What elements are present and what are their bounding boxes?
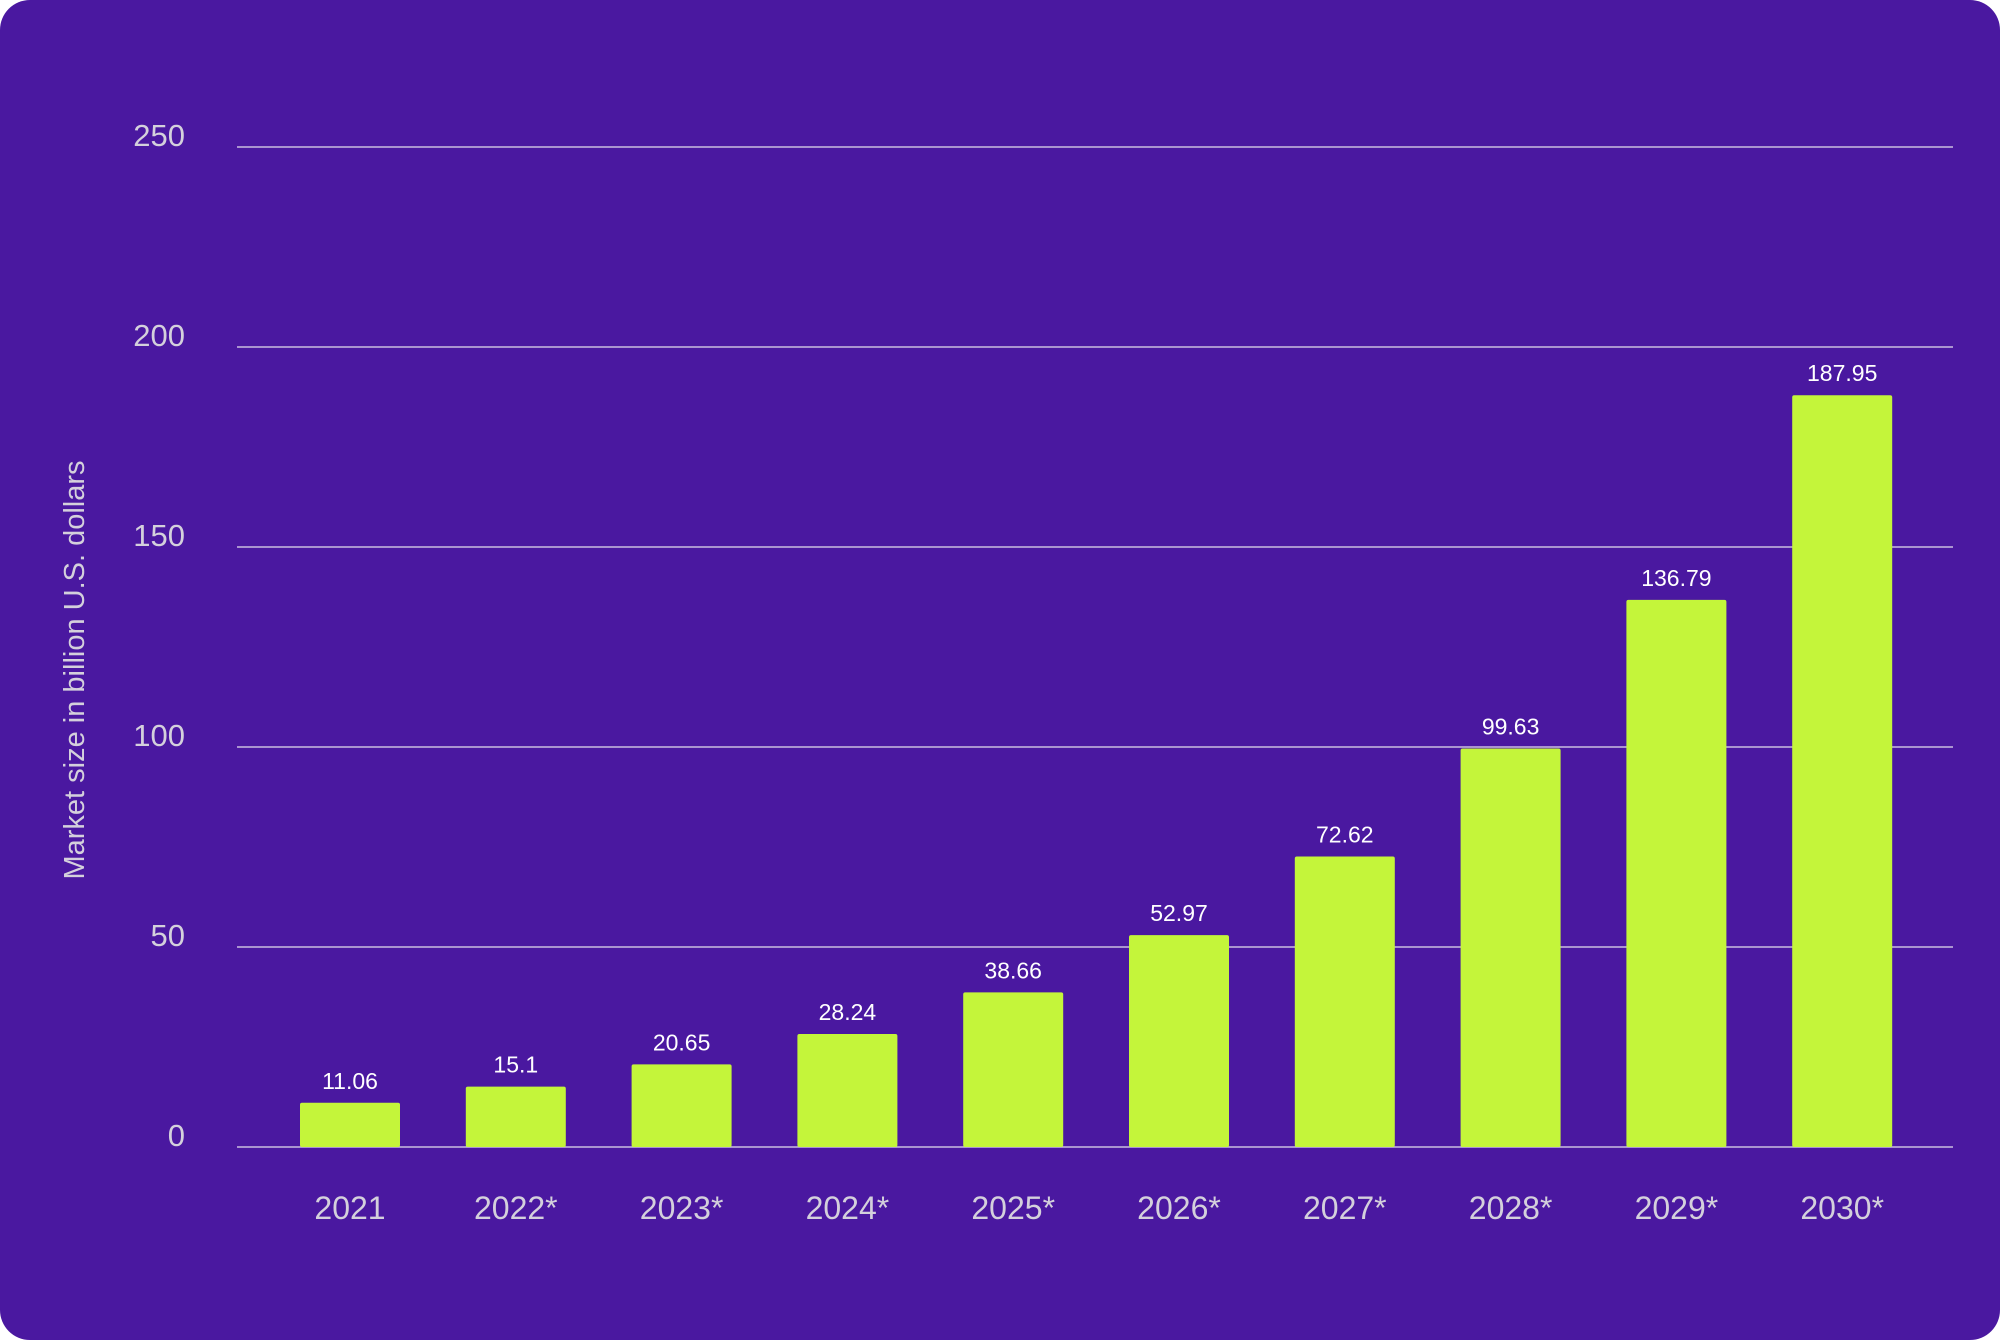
value-label-2021: 11.06: [322, 1068, 378, 1094]
y-tick-labels: 0 50 100 150 200 250: [133, 118, 185, 1153]
y-tick-100: 100: [133, 718, 185, 753]
value-label-2030*: 187.95: [1807, 360, 1877, 386]
x-tick-2021: 2021: [314, 1190, 385, 1226]
bar-2026*: [1129, 935, 1229, 1147]
x-tick-2024*: 2024*: [806, 1190, 890, 1226]
bar-2027*: [1294, 856, 1395, 1147]
value-label-2024*: 28.24: [819, 999, 877, 1025]
y-tick-250: 250: [133, 118, 185, 153]
value-label-2023*: 20.65: [653, 1029, 711, 1055]
value-label-2022*: 15.1: [493, 1052, 538, 1078]
value-label-2026*: 52.97: [1150, 900, 1208, 926]
y-tick-200: 200: [133, 318, 185, 353]
y-tick-50: 50: [151, 918, 185, 953]
x-tick-labels: 2021 2022* 2023* 2024* 2025* 2026* 2027* 2028* 2…: [314, 1190, 1884, 1226]
y-tick-0: 0: [168, 1118, 185, 1153]
x-tick-2022*: 2022*: [474, 1190, 558, 1226]
value-label-2025*: 38.66: [984, 957, 1042, 983]
x-tick-2027*: 2027*: [1303, 1190, 1387, 1226]
bars: [300, 395, 1893, 1147]
bar-2021: [300, 1102, 400, 1147]
bar-2024*: [797, 1034, 898, 1147]
value-label-2027*: 72.62: [1316, 822, 1374, 848]
value-labels: 11.06 15.1 20.65 28.24 38.66 52.97 72.62 99.63 1…: [322, 360, 1877, 1094]
y-axis-label: Market size in billion U.S. dollars: [59, 460, 91, 879]
x-tick-2023*: 2023*: [640, 1190, 724, 1226]
x-tick-2025*: 2025*: [971, 1190, 1055, 1226]
value-label-2028*: 99.63: [1482, 713, 1540, 739]
value-label-2029*: 136.79: [1641, 565, 1711, 591]
x-tick-2030*: 2030*: [1800, 1190, 1884, 1226]
x-tick-2028*: 2028*: [1469, 1190, 1553, 1226]
bar-2025*: [963, 992, 1064, 1147]
y-tick-150: 150: [133, 518, 185, 553]
bar-2029*: [1626, 599, 1727, 1147]
bar-2030*: [1792, 395, 1893, 1147]
x-tick-2029*: 2029*: [1635, 1190, 1719, 1226]
bar-2028*: [1460, 748, 1561, 1147]
bar-2023*: [631, 1064, 732, 1147]
bar-2022*: [465, 1086, 566, 1147]
x-tick-2026*: 2026*: [1137, 1190, 1221, 1226]
